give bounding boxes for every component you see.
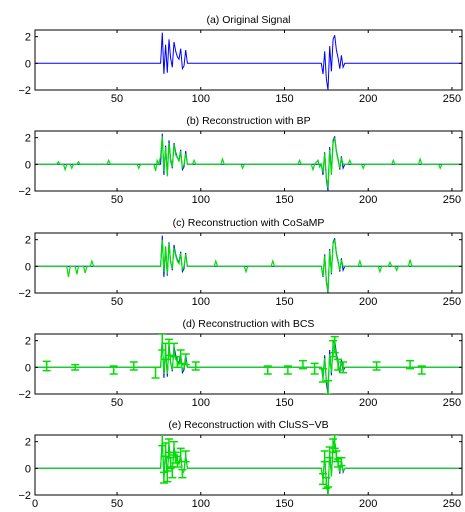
error-bar bbox=[71, 363, 80, 371]
error-bar bbox=[417, 365, 426, 375]
x-tick-label: 250 bbox=[443, 194, 461, 206]
plot-area bbox=[35, 235, 462, 293]
y-tick-label: −2 bbox=[18, 186, 31, 198]
plot-area bbox=[35, 334, 462, 394]
x-tick-label: 200 bbox=[359, 397, 377, 409]
x-tick-label: 50 bbox=[111, 397, 123, 409]
x-tick-label: 100 bbox=[192, 93, 210, 105]
error-bar bbox=[406, 359, 415, 370]
x-tick-label: 50 bbox=[111, 498, 123, 510]
error-bar bbox=[330, 435, 339, 450]
error-bar bbox=[164, 438, 173, 454]
series-reconstruction-line bbox=[35, 239, 462, 292]
y-tick-label: 0 bbox=[25, 58, 31, 70]
x-tick-label: 200 bbox=[359, 498, 377, 510]
y-tick-label: 2 bbox=[25, 235, 31, 247]
panel-title: (e) Reconstruction with CluSS−VB bbox=[168, 419, 328, 431]
x-tick-label: 50 bbox=[111, 296, 123, 308]
error-bar bbox=[42, 360, 51, 372]
y-tick-label: 0 bbox=[25, 362, 31, 374]
y-tick-label: −2 bbox=[18, 85, 31, 97]
error-bar bbox=[163, 470, 172, 483]
x-tick-label: 150 bbox=[275, 397, 293, 409]
error-bar bbox=[329, 339, 338, 358]
x-tick-label: 200 bbox=[359, 194, 377, 206]
panel-e: (e) Reconstruction with CluSS−VB 0 50 100 15… bbox=[18, 419, 463, 510]
error-bar bbox=[320, 450, 329, 463]
x-tick-label: 0 bbox=[32, 498, 38, 510]
x-tick-label: 150 bbox=[275, 296, 293, 308]
y-tick-label: 2 bbox=[25, 133, 31, 145]
x-tick-label: 150 bbox=[275, 194, 293, 206]
error-bar bbox=[176, 349, 185, 365]
panel-a: (a) Original Signal 50 100 150 200 250 2 0 −2 bbox=[18, 14, 463, 105]
y-tick-label: 2 bbox=[25, 437, 31, 449]
error-bar bbox=[151, 366, 160, 379]
plot-area bbox=[35, 435, 462, 495]
x-tick-label: 250 bbox=[443, 296, 461, 308]
x-tick-label: 50 bbox=[111, 93, 123, 105]
panel-title: (a) Original Signal bbox=[206, 14, 290, 26]
error-bar bbox=[324, 379, 333, 394]
x-tick-label: 100 bbox=[192, 296, 210, 308]
axes-box bbox=[34, 232, 463, 294]
y-tick-label: −2 bbox=[18, 389, 31, 401]
x-tick-label: 250 bbox=[443, 93, 461, 105]
x-tick-label: 100 bbox=[192, 498, 210, 510]
panel-b: (b) Reconstruction with BP 50 100 150 200 250… bbox=[18, 115, 463, 206]
error-bar bbox=[181, 450, 190, 463]
axes-box bbox=[34, 333, 463, 395]
error-bar bbox=[129, 361, 138, 371]
y-tick-label: −2 bbox=[18, 490, 31, 502]
axes-box bbox=[34, 130, 463, 192]
x-tick-label: 100 bbox=[192, 397, 210, 409]
panel-title: (c) Reconstruction with CoSaMP bbox=[173, 217, 325, 229]
error-bar bbox=[171, 451, 180, 464]
error-bar bbox=[372, 361, 381, 371]
panel-d: (d) Reconstruction with BCS 50 100 150 200 25… bbox=[18, 318, 463, 409]
error-bar bbox=[324, 486, 333, 495]
plot-area bbox=[35, 32, 462, 90]
y-tick-label: 0 bbox=[25, 159, 31, 171]
plot-area bbox=[35, 133, 462, 191]
x-tick-label: 200 bbox=[359, 93, 377, 105]
x-tick-label: 200 bbox=[359, 296, 377, 308]
x-tick-label: 150 bbox=[275, 498, 293, 510]
error-bar bbox=[181, 353, 190, 366]
error-bar bbox=[164, 338, 173, 357]
series-reconstruction-line bbox=[35, 136, 462, 189]
error-bar bbox=[283, 365, 292, 375]
error-bar bbox=[298, 359, 307, 370]
y-tick-label: 0 bbox=[25, 463, 31, 475]
error-bar bbox=[330, 335, 339, 354]
error-bar bbox=[310, 362, 319, 375]
panel-title: (d) Reconstruction with BCS bbox=[183, 318, 315, 330]
x-tick-label: 100 bbox=[192, 194, 210, 206]
y-tick-label: 0 bbox=[25, 261, 31, 273]
y-tick-label: 2 bbox=[25, 32, 31, 44]
series-original-line bbox=[35, 32, 462, 90]
axes-box bbox=[34, 434, 463, 496]
error-bar bbox=[332, 450, 341, 463]
axes-box bbox=[34, 29, 463, 91]
error-bar bbox=[319, 367, 328, 383]
error-bar bbox=[263, 365, 272, 375]
error-bar bbox=[334, 358, 343, 371]
error-bar bbox=[109, 365, 118, 375]
x-tick-label: 250 bbox=[443, 397, 461, 409]
y-tick-label: 2 bbox=[25, 336, 31, 348]
x-tick-label: 150 bbox=[275, 93, 293, 105]
error-bar bbox=[178, 468, 187, 479]
x-tick-label: 50 bbox=[111, 194, 123, 206]
x-tick-label: 250 bbox=[443, 498, 461, 510]
error-bar bbox=[191, 361, 200, 371]
error-bar bbox=[339, 361, 348, 374]
y-tick-label: −2 bbox=[18, 288, 31, 300]
error-bar bbox=[337, 456, 346, 467]
panel-title: (b) Reconstruction with BP bbox=[186, 115, 310, 127]
